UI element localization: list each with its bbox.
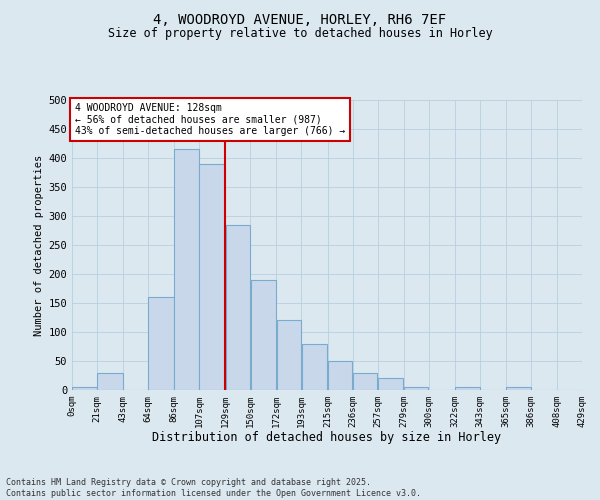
Bar bbox=[302, 344, 328, 390]
Y-axis label: Number of detached properties: Number of detached properties bbox=[34, 154, 44, 336]
Bar bbox=[226, 224, 250, 390]
Bar bbox=[353, 372, 377, 390]
Bar bbox=[455, 387, 479, 390]
Bar bbox=[328, 361, 352, 390]
Bar bbox=[404, 387, 428, 390]
Bar bbox=[199, 164, 225, 390]
Bar bbox=[378, 378, 403, 390]
Text: Contains HM Land Registry data © Crown copyright and database right 2025.
Contai: Contains HM Land Registry data © Crown c… bbox=[6, 478, 421, 498]
Text: 4 WOODROYD AVENUE: 128sqm
← 56% of detached houses are smaller (987)
43% of semi: 4 WOODROYD AVENUE: 128sqm ← 56% of detac… bbox=[74, 103, 345, 136]
Text: 4, WOODROYD AVENUE, HORLEY, RH6 7EF: 4, WOODROYD AVENUE, HORLEY, RH6 7EF bbox=[154, 12, 446, 26]
Bar bbox=[97, 372, 123, 390]
Bar bbox=[251, 280, 276, 390]
X-axis label: Distribution of detached houses by size in Horley: Distribution of detached houses by size … bbox=[152, 432, 502, 444]
Bar bbox=[148, 297, 174, 390]
Bar bbox=[277, 320, 301, 390]
Text: Size of property relative to detached houses in Horley: Size of property relative to detached ho… bbox=[107, 28, 493, 40]
Bar bbox=[72, 387, 97, 390]
Bar bbox=[506, 387, 530, 390]
Bar bbox=[175, 150, 199, 390]
